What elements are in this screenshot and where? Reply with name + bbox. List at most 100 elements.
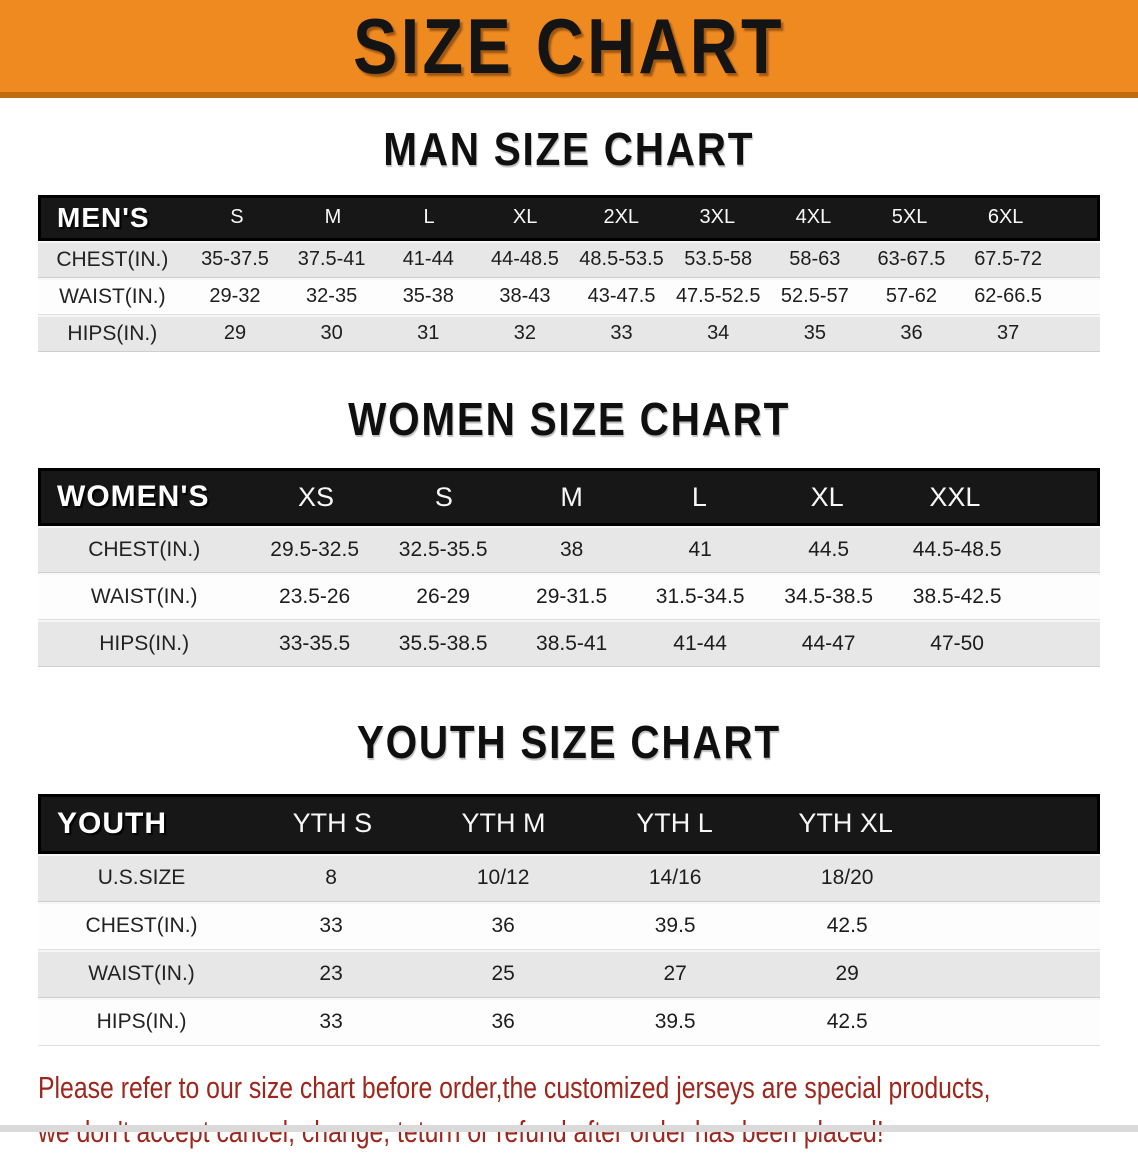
women-size-table-cell: 32.5-35.5 xyxy=(398,538,488,562)
women-size-table-cell: 31.5-34.5 xyxy=(655,585,745,609)
men-size-table-header-cell: S xyxy=(230,206,244,229)
men-size-table-header-cell: 4XL xyxy=(795,206,832,229)
men-size-table-row: WAIST(IN.) 29-32 32-35 35-38 38-43 43-47.5 47.… xyxy=(38,277,1100,315)
men-size-table-cell: 41-44 xyxy=(402,248,454,271)
men-size-table-cell: 37.5-41 xyxy=(297,248,366,271)
men-size-chart-title: MAN SIZE CHART xyxy=(0,124,1138,175)
youth-size-chart-title: YOUTH SIZE CHART xyxy=(0,717,1138,768)
women-size-table-header-cell: XS xyxy=(298,481,335,512)
women-size-table-row-label: CHEST(IN.) xyxy=(88,538,201,562)
men-size-table-header-cell: L xyxy=(423,206,435,229)
youth-size-table-row-label: WAIST(IN.) xyxy=(88,962,195,986)
men-size-table-cell: 34 xyxy=(707,322,730,345)
women-size-table-row: WAIST(IN.) 23.5-26 26-29 29-31.5 31.5-34.5 34… xyxy=(38,573,1100,621)
youth-size-table-row-label: U.S.SIZE xyxy=(97,866,186,890)
youth-size-chart-title-text: YOUTH SIZE CHART xyxy=(357,716,781,769)
youth-size-table-cell: 29 xyxy=(835,962,859,986)
youth-size-table-cell: 8 xyxy=(325,866,337,890)
youth-size-table-row: U.S.SIZE 8 10/12 14/16 18/20 xyxy=(38,853,1100,902)
men-size-chart-title-text: MAN SIZE CHART xyxy=(383,123,755,175)
women-size-table-cell: 26-29 xyxy=(416,585,470,609)
women-size-table-cell: 33-35.5 xyxy=(279,632,351,656)
youth-size-table-row: CHEST(IN.) 33 36 39.5 42.5 xyxy=(38,901,1100,950)
men-size-table-cell: 62-66.5 xyxy=(974,285,1043,308)
men-size-table-row-label: HIPS(IN.) xyxy=(67,321,158,345)
men-size-table-row: HIPS(IN.) 29 30 31 32 33 34 35 36 37 xyxy=(38,314,1100,352)
men-size-table-header-cell: 5XL xyxy=(891,206,928,229)
youth-size-table-cell: 39.5 xyxy=(654,914,696,938)
men-size-table-cell: 36 xyxy=(900,322,923,345)
youth-size-table-cell: 36 xyxy=(491,914,515,938)
men-size-table-cell: 43-47.5 xyxy=(587,285,656,308)
men-size-table-header-row: MEN'S S M L XL 2XL 3XL 4XL 5XL 6XL xyxy=(38,194,1100,241)
youth-size-table-header-cell: YTH L xyxy=(636,808,713,839)
men-size-table-row: CHEST(IN.) 35-37.5 37.5-41 41-44 44-48.5 48.5… xyxy=(38,240,1100,278)
men-size-table-header-cell: 3XL xyxy=(699,206,736,229)
youth-size-table-header-label: YOUTH xyxy=(57,806,167,840)
men-size-table-row-label: WAIST(IN.) xyxy=(59,284,166,308)
youth-size-table-header-cell: YTH M xyxy=(461,808,546,839)
youth-size-table-cell: 25 xyxy=(491,962,515,986)
women-size-table-cell: 41 xyxy=(688,538,712,562)
size-chart-banner-title: SIZE CHART xyxy=(353,2,785,90)
women-size-table-row: HIPS(IN.) 33-35.5 35.5-38.5 38.5-41 41-44 44-… xyxy=(38,620,1100,668)
youth-size-table-cell: 33 xyxy=(319,1010,343,1034)
women-size-table-cell: 23.5-26 xyxy=(279,585,351,609)
women-size-table-header-label: WOMEN'S xyxy=(57,480,210,514)
disclaimer-text: Please refer to our size chart before or… xyxy=(0,1066,1138,1154)
men-size-table-cell: 52.5-57 xyxy=(780,285,849,308)
youth-size-table-row: HIPS(IN.) 33 36 39.5 42.5 xyxy=(38,997,1100,1046)
men-size-table-cell: 30 xyxy=(320,322,343,345)
men-size-table-header-cell: 6XL xyxy=(987,206,1024,229)
men-size-table-cell: 67.5-72 xyxy=(974,248,1043,271)
men-size-table-cell: 44-48.5 xyxy=(490,248,559,271)
youth-size-table-row-label: CHEST(IN.) xyxy=(85,914,198,938)
youth-size-table: YOUTH YTH S YTH M YTH L YTH XL U.S.SIZE 8 10/12… xyxy=(38,793,1100,1046)
youth-size-table-cell: 23 xyxy=(319,962,343,986)
youth-size-table-row: WAIST(IN.) 23 25 27 29 xyxy=(38,949,1100,998)
women-size-table-header-row: WOMEN'S XS S M L XL XXL xyxy=(38,468,1100,527)
men-size-table-cell: 32 xyxy=(513,322,537,345)
youth-size-table-cell: 42.5 xyxy=(826,914,868,938)
women-size-table-row-label: HIPS(IN.) xyxy=(99,632,190,656)
men-size-table: MEN'S S M L XL 2XL 3XL 4XL 5XL 6XL CHEST(IN.) 35-37… xyxy=(38,194,1100,352)
men-size-table-cell: 35-37.5 xyxy=(201,248,269,271)
men-size-table-cell: 48.5-53.5 xyxy=(579,248,664,271)
men-size-table-cell: 31 xyxy=(417,322,440,345)
men-size-table-header-cell: M xyxy=(324,206,342,229)
women-size-table-header-cell: L xyxy=(691,481,707,512)
men-size-table-row-label: CHEST(IN.) xyxy=(56,247,169,271)
women-size-table-row-label: WAIST(IN.) xyxy=(90,585,198,609)
women-size-chart-title-text: WOMEN SIZE CHART xyxy=(348,392,790,445)
youth-size-table-cell: 39.5 xyxy=(654,1010,696,1034)
men-size-table-cell: 35 xyxy=(803,322,826,345)
women-size-chart-title: WOMEN SIZE CHART xyxy=(0,392,1138,445)
men-size-table-header-cell: XL xyxy=(512,206,538,229)
women-size-table-header-cell: XXL xyxy=(929,481,981,512)
men-size-table-cell: 38-43 xyxy=(499,285,551,308)
women-size-table: WOMEN'S XS S M L XL XXL CHEST(IN.) 29.5-32.5 32.5… xyxy=(38,468,1100,668)
men-size-table-cell: 29-32 xyxy=(209,285,261,308)
bottom-strip xyxy=(0,1125,1138,1132)
women-size-table-cell: 29-31.5 xyxy=(536,585,608,609)
youth-size-table-cell: 36 xyxy=(491,1010,515,1034)
women-size-table-cell: 38 xyxy=(559,538,584,562)
women-size-table-cell: 44.5 xyxy=(808,538,850,562)
men-size-table-cell: 29 xyxy=(223,322,247,345)
men-size-table-cell: 57-62 xyxy=(885,285,938,308)
women-size-table-row: CHEST(IN.) 29.5-32.5 32.5-35.5 38 41 44.5 44.5… xyxy=(38,526,1100,574)
men-size-table-cell: 58-63 xyxy=(789,248,841,271)
women-size-table-cell: 34.5-38.5 xyxy=(784,585,874,609)
women-size-table-header-cell: S xyxy=(434,481,453,512)
youth-size-table-cell: 14/16 xyxy=(648,866,702,890)
men-size-table-cell: 37 xyxy=(996,322,1020,345)
youth-size-table-header-cell: YTH XL xyxy=(798,808,893,839)
youth-size-table-cell: 10/12 xyxy=(476,866,530,890)
women-size-table-cell: 44-47 xyxy=(801,632,856,656)
men-size-table-header-label: MEN'S xyxy=(57,201,150,233)
women-size-table-cell: 38.5-41 xyxy=(536,632,608,656)
size-chart-banner: SIZE CHART xyxy=(0,0,1138,98)
women-size-table-cell: 35.5-38.5 xyxy=(398,632,488,656)
women-size-table-cell: 44.5-48.5 xyxy=(912,538,1002,562)
women-size-table-cell: 29.5-32.5 xyxy=(270,538,360,562)
